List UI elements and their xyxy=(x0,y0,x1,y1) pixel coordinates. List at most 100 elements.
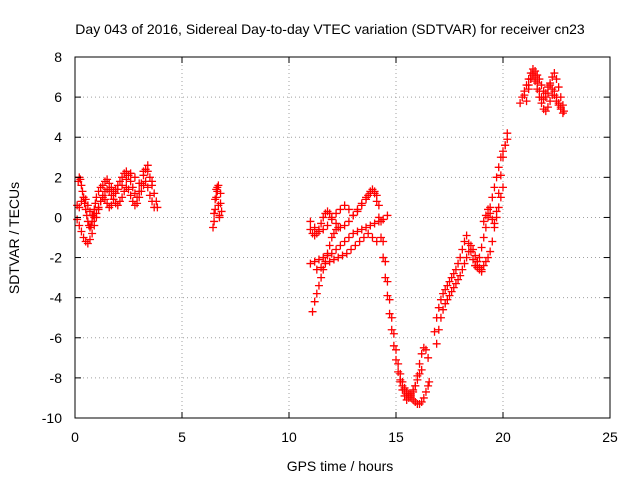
data-point xyxy=(481,257,490,266)
data-point xyxy=(458,245,467,254)
data-point xyxy=(546,79,555,88)
data-point xyxy=(210,209,219,218)
data-point xyxy=(499,147,507,156)
data-point xyxy=(421,345,430,354)
data-point xyxy=(539,95,548,104)
data-point xyxy=(211,205,220,214)
data-point xyxy=(392,345,400,354)
data-point xyxy=(419,393,428,402)
data-point xyxy=(321,259,330,268)
data-point xyxy=(111,199,120,208)
data-point xyxy=(477,243,486,252)
data-point xyxy=(319,213,328,222)
data-point xyxy=(73,215,82,224)
y-axis-label: SDTVAR / TECUs xyxy=(6,182,22,294)
x-tick-label: 25 xyxy=(602,429,618,445)
y-tick-label: 4 xyxy=(54,129,62,145)
data-point xyxy=(122,167,131,176)
data-point xyxy=(556,105,565,114)
data-point xyxy=(217,207,226,216)
data-point xyxy=(118,173,127,182)
data-point xyxy=(312,289,321,298)
data-point xyxy=(81,195,90,204)
data-point xyxy=(481,223,490,232)
data-point xyxy=(210,217,219,226)
data-point xyxy=(490,183,499,192)
data-point xyxy=(398,381,407,390)
y-tick-label: -2 xyxy=(50,250,63,266)
data-point xyxy=(366,221,375,230)
data-point xyxy=(323,249,332,258)
data-point xyxy=(383,277,392,286)
data-point xyxy=(124,171,133,180)
data-point xyxy=(475,263,484,272)
data-point xyxy=(77,227,86,236)
data-point xyxy=(212,185,221,194)
data-point xyxy=(469,255,478,264)
x-tick-label: 15 xyxy=(388,429,404,445)
data-point xyxy=(486,209,495,218)
data-point xyxy=(90,213,99,222)
data-point xyxy=(349,229,358,238)
data-point xyxy=(372,237,381,246)
data-point xyxy=(381,273,390,282)
data-point xyxy=(516,99,525,108)
data-point xyxy=(481,211,490,220)
data-point xyxy=(340,221,349,230)
data-point xyxy=(75,203,84,212)
data-point xyxy=(548,85,557,94)
data-point xyxy=(135,179,144,188)
x-axis-label: GPS time / hours xyxy=(287,458,394,474)
data-point xyxy=(327,233,336,242)
data-point xyxy=(139,167,148,176)
data-point xyxy=(359,233,368,242)
data-point xyxy=(494,203,503,212)
data-point xyxy=(88,229,97,238)
data-point xyxy=(105,187,114,196)
data-point xyxy=(490,219,499,228)
data-point xyxy=(340,237,349,246)
data-point xyxy=(96,197,105,206)
data-point xyxy=(212,193,221,202)
data-point xyxy=(484,205,493,214)
data-point xyxy=(306,225,315,234)
data-point xyxy=(492,173,501,182)
data-point xyxy=(85,235,94,244)
x-tick-label: 5 xyxy=(178,429,186,445)
data-point xyxy=(541,107,550,116)
data-point xyxy=(537,81,546,90)
data-point xyxy=(441,285,450,294)
data-point xyxy=(535,87,544,96)
y-tick-label: 6 xyxy=(54,89,62,105)
data-point xyxy=(475,253,484,262)
data-point xyxy=(306,217,315,226)
data-point xyxy=(340,201,349,210)
y-tick-label: 8 xyxy=(54,49,62,65)
data-point xyxy=(145,191,154,200)
data-point xyxy=(92,209,101,218)
data-point xyxy=(143,183,152,192)
data-point xyxy=(413,375,422,384)
data-point xyxy=(319,225,328,234)
data-point xyxy=(387,325,396,334)
data-point xyxy=(385,295,394,304)
data-point xyxy=(211,195,220,204)
y-tick-label: 0 xyxy=(54,209,62,225)
data-point xyxy=(79,193,88,202)
data-point xyxy=(471,251,480,260)
data-point xyxy=(100,195,109,204)
data-point xyxy=(477,267,486,276)
data-point xyxy=(464,239,473,248)
data-point xyxy=(105,179,114,188)
data-point xyxy=(406,393,415,402)
y-tick-label: -8 xyxy=(50,370,63,386)
data-point xyxy=(310,257,319,266)
data-point xyxy=(325,257,334,266)
data-point xyxy=(76,175,85,184)
data-point xyxy=(317,219,326,228)
data-point xyxy=(389,341,398,350)
data-point xyxy=(100,177,109,186)
data-point xyxy=(462,231,471,240)
data-point xyxy=(141,165,150,174)
data-point xyxy=(130,189,139,198)
